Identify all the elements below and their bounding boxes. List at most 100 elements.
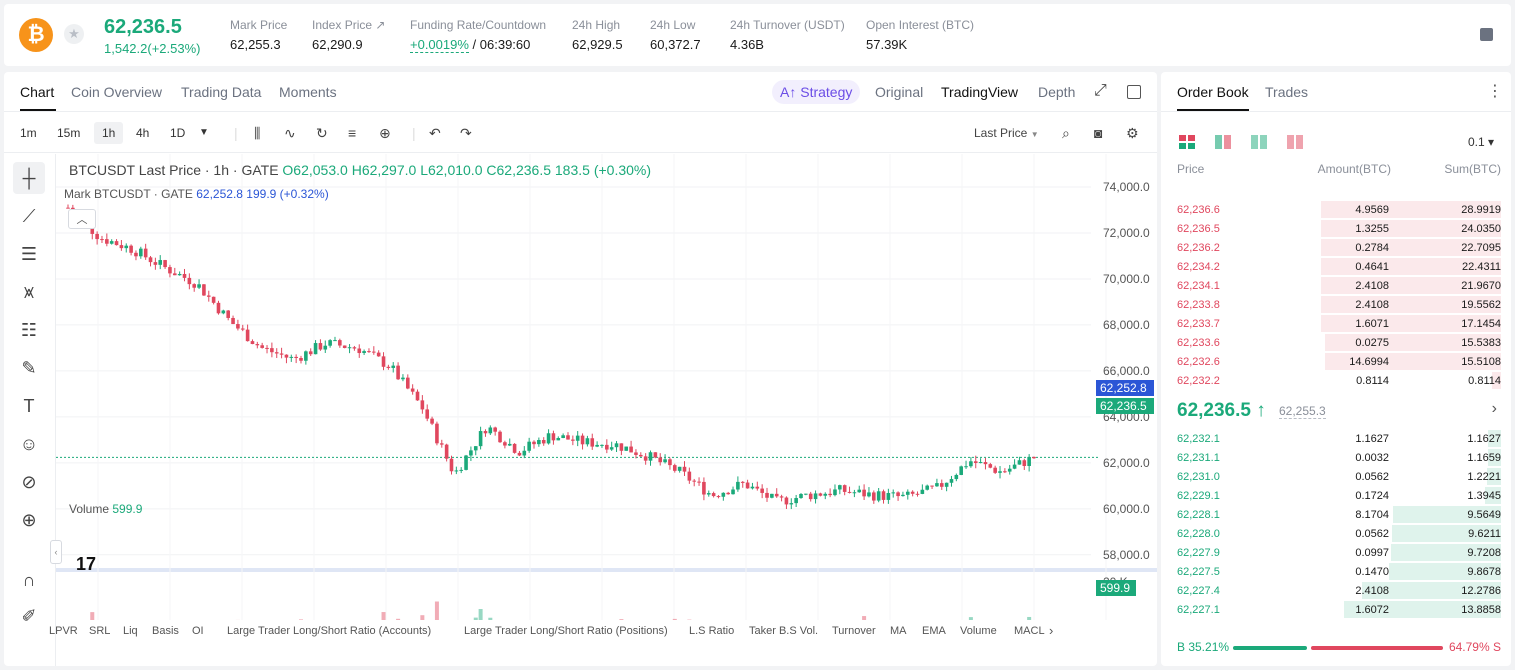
trend-line-icon[interactable]: ⟋ [22, 205, 36, 226]
view-original[interactable]: Original [875, 84, 924, 100]
price-chart[interactable]: 74,000.0 72,000.0 70,000.0 68,000.0 66,000.0… [56, 154, 1157, 620]
row-sum: 9.6211 [1468, 528, 1501, 540]
horizontal-lines-icon[interactable]: ☰ [20, 243, 38, 264]
brush-icon[interactable]: ✎ [21, 357, 37, 378]
ask-row[interactable]: 62,234.1 2.4108 21.9670 [1161, 276, 1511, 295]
ruler-icon[interactable]: ⊘ [21, 471, 37, 492]
settings-list-icon[interactable]: ≡ [348, 125, 357, 141]
indicator-macd[interactable]: MACL [1014, 625, 1045, 637]
emoji-icon[interactable]: ☺ [19, 433, 39, 454]
bid-row[interactable]: 62,231.0 0.0562 1.2221 [1161, 467, 1511, 486]
volume-bar [619, 619, 624, 620]
undo-icon[interactable]: ↶ [429, 125, 441, 141]
candle-type-icon[interactable]: ⫼ [254, 125, 261, 141]
tab-trades[interactable]: Trades [1265, 84, 1309, 100]
indicator-ema[interactable]: EMA [922, 625, 946, 637]
search-icon[interactable]: ⌕ [1062, 125, 1070, 141]
collapse-legend-button[interactable]: ︿ [68, 209, 96, 229]
redo-icon[interactable]: ↷ [460, 125, 472, 141]
indicator-ltlsr-accounts[interactable]: Large Trader Long/Short Ratio (Accounts) [227, 625, 432, 637]
add-indicator-icon[interactable]: ⊕ [379, 125, 391, 141]
layout-bids-icon[interactable] [1251, 135, 1267, 149]
timeframe-1h[interactable]: 1h [94, 122, 124, 144]
timeframe-4h[interactable]: 4h [136, 126, 150, 140]
candle [692, 480, 697, 482]
camera-icon[interactable]: ◙ [1094, 125, 1103, 141]
ask-row[interactable]: 62,232.6 14.6994 15.5108 [1161, 352, 1511, 371]
fib-icon[interactable]: ☷ [20, 319, 38, 340]
zoom-in-icon[interactable]: ⊕ [21, 509, 37, 530]
tab-order-book[interactable]: Order Book [1177, 84, 1249, 100]
indicator-ls-ratio[interactable]: L.S Ratio [689, 625, 735, 637]
lock-draw-icon[interactable]: ✐ [21, 605, 37, 626]
indicators-icon[interactable]: ∿ [284, 125, 296, 141]
indicator-ltlsr-positions[interactable]: Large Trader Long/Short Ratio (Positions… [464, 625, 668, 637]
refresh-icon[interactable]: ↻ [316, 125, 328, 141]
indicator-srl[interactable]: SRL [89, 625, 111, 637]
tab-chart[interactable]: Chart [20, 84, 55, 100]
indicator-taker-bs-vol[interactable]: Taker B.S Vol. [749, 625, 819, 637]
bid-row[interactable]: 62,229.1 0.1724 1.3945 [1161, 486, 1511, 505]
ask-row[interactable]: 62,232.2 0.8114 0.8114 [1161, 371, 1511, 390]
stat-index-price[interactable]: Index Price ↗ 62,290.9 [312, 18, 385, 52]
magnet-icon[interactable]: ∩ [22, 569, 36, 590]
indicator-basis[interactable]: Basis [152, 625, 179, 637]
chevron-right-icon[interactable]: › [1491, 400, 1497, 417]
chevron-right-icon[interactable]: › [1049, 623, 1054, 638]
ask-row[interactable]: 62,233.7 1.6071 17.1454 [1161, 314, 1511, 333]
ask-row[interactable]: 62,236.2 0.2784 22.7095 [1161, 238, 1511, 257]
indicator-liq[interactable]: Liq [123, 625, 138, 637]
indicator-oi[interactable]: OI [192, 625, 204, 637]
tab-coin-overview[interactable]: Coin Overview [71, 84, 163, 100]
crosshair-icon[interactable]: ┼ [13, 162, 45, 194]
fullscreen-icon[interactable] [1127, 85, 1141, 99]
tab-underline [1177, 109, 1249, 111]
layout-split-icon[interactable] [1215, 135, 1231, 149]
indicator-ma[interactable]: MA [890, 625, 907, 637]
timeframe-1d[interactable]: 1D [170, 126, 186, 140]
guide-book-icon[interactable] [1480, 28, 1493, 41]
layout-both-icon[interactable] [1179, 135, 1195, 149]
more-options-icon[interactable]: ⋮ [1487, 83, 1503, 100]
timeframe-1m[interactable]: 1m [20, 126, 37, 140]
ask-row[interactable]: 62,236.5 1.3255 24.0350 [1161, 219, 1511, 238]
gear-icon[interactable]: ⚙ [1126, 125, 1139, 141]
depth-bar [1488, 430, 1501, 447]
precision-select[interactable]: 0.1 ▾ [1468, 135, 1495, 149]
text-icon[interactable]: T [23, 395, 35, 416]
price-type-select[interactable]: Last Price ▼ [974, 126, 1039, 140]
bid-row[interactable]: 62,227.9 0.0997 9.7208 [1161, 543, 1511, 562]
bid-row[interactable]: 62,227.1 1.6072 13.8858 [1161, 600, 1511, 619]
tab-trading-data[interactable]: Trading Data [181, 84, 262, 100]
bid-row[interactable]: 62,228.0 0.0562 9.6211 [1161, 524, 1511, 543]
pane-toggle-icon[interactable]: ‹ [50, 540, 62, 564]
bid-row[interactable]: 62,227.4 2.4108 12.2786 [1161, 581, 1511, 600]
pattern-icon[interactable]: ⩙ [23, 281, 35, 302]
ask-row[interactable]: 62,236.6 4.9569 28.9919 [1161, 200, 1511, 219]
indicator-volume[interactable]: Volume [960, 625, 997, 637]
ask-row[interactable]: 62,233.6 0.0275 15.5383 [1161, 333, 1511, 352]
indicator-lpvr[interactable]: LPVR [49, 625, 78, 637]
bid-row[interactable]: 62,232.1 1.1627 1.1627 [1161, 429, 1511, 448]
favorite-star-icon[interactable]: ★ [64, 24, 84, 44]
view-depth[interactable]: Depth [1038, 84, 1076, 100]
tab-moments[interactable]: Moments [279, 84, 337, 100]
expand-icon[interactable]: ⤢ [1094, 82, 1107, 99]
ai-sparkle-icon: A↑ [780, 84, 797, 100]
bid-row[interactable]: 62,231.1 0.0032 1.1659 [1161, 448, 1511, 467]
timeframe-15m[interactable]: 15m [57, 126, 81, 140]
ask-row[interactable]: 62,233.8 2.4108 19.5562 [1161, 295, 1511, 314]
timeframe-dropdown-icon[interactable]: ▼ [199, 127, 209, 138]
indicator-turnover[interactable]: Turnover [832, 625, 876, 637]
depth-bar [1391, 544, 1501, 561]
ask-row[interactable]: 62,234.2 0.4641 22.4311 [1161, 257, 1511, 276]
strategy-button[interactable]: A↑ Strategy [772, 80, 861, 104]
bid-row[interactable]: 62,227.5 0.1470 9.8678 [1161, 562, 1511, 581]
stat-label: Mark Price [230, 18, 288, 32]
view-tradingview[interactable]: TradingView [941, 84, 1019, 100]
bid-row[interactable]: 62,228.1 8.1704 9.5649 [1161, 505, 1511, 524]
candle [702, 481, 706, 495]
candle [342, 345, 347, 348]
layout-asks-icon[interactable] [1287, 135, 1303, 149]
stat-funding-rate[interactable]: Funding Rate/Countdown +0.0019% / 06:39:… [410, 18, 546, 53]
